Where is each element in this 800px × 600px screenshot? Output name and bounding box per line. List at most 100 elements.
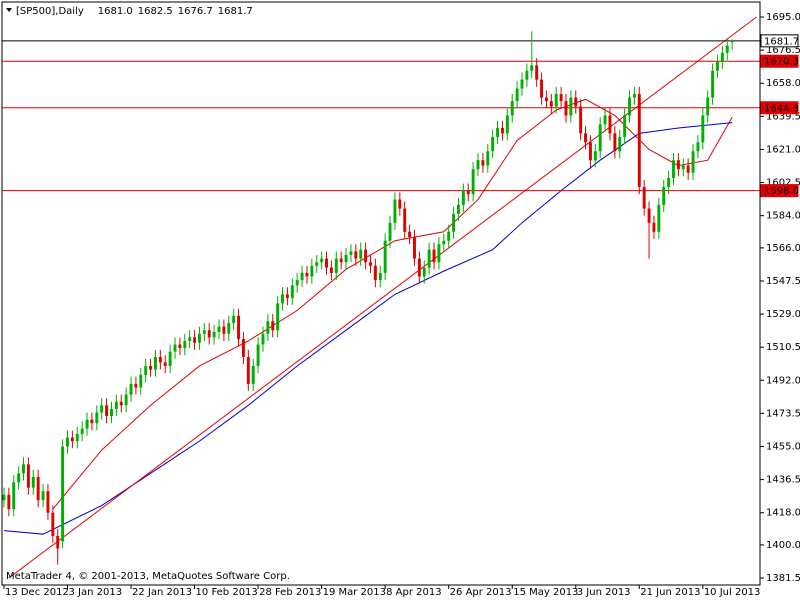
candle-body <box>295 280 299 286</box>
candle-body <box>114 401 118 409</box>
candle-body <box>334 258 338 273</box>
candle-body <box>701 115 705 143</box>
candle-body <box>667 178 671 188</box>
candle-body <box>481 160 485 166</box>
candle-body <box>90 419 94 424</box>
candle-body <box>95 412 99 424</box>
candle-body <box>603 115 607 125</box>
candle-body <box>222 326 226 334</box>
price-level-box <box>760 184 799 198</box>
candle-body <box>613 133 617 152</box>
candle-body <box>510 101 514 116</box>
y-tick-label: 1584.0 <box>766 211 800 222</box>
candle-body <box>706 97 710 116</box>
candle-body <box>163 362 167 366</box>
x-tick-label: 26 Apr 2013 <box>450 587 512 598</box>
candle-body <box>608 115 612 134</box>
candle-body <box>584 133 587 143</box>
candle-body <box>22 464 25 474</box>
candle-body <box>276 303 280 331</box>
candle-body <box>149 365 153 370</box>
candle-body <box>686 165 690 173</box>
candle-body <box>647 208 651 223</box>
price-level-box <box>760 54 799 68</box>
price-level-label: 1681.7 <box>764 36 799 47</box>
candle-body <box>388 222 392 241</box>
candle-body <box>456 204 460 214</box>
candle-body <box>515 88 519 102</box>
candle-body <box>427 249 431 268</box>
candle-body <box>315 262 319 266</box>
candle-body <box>447 231 451 241</box>
x-tick-label: 3 Jun 2013 <box>577 587 631 598</box>
candle-body <box>359 249 363 259</box>
candle-body <box>232 315 236 324</box>
candle-body <box>237 315 241 340</box>
candle-body <box>158 357 162 363</box>
x-tick-label: 28 Feb 2013 <box>259 587 321 598</box>
candle-body <box>461 190 465 205</box>
candle-body <box>193 337 197 343</box>
candle-body <box>535 65 539 80</box>
candle-body <box>369 262 372 266</box>
candle-body <box>246 357 250 384</box>
candle-body <box>569 97 573 116</box>
candle-body <box>378 272 382 281</box>
x-tick-label: 10 Feb 2013 <box>196 587 258 598</box>
candle-body <box>339 258 343 263</box>
candle-body <box>300 272 304 281</box>
y-tick-label: 1621.0 <box>766 144 800 155</box>
candle-body <box>657 204 661 232</box>
y-tick-label: 1510.5 <box>766 342 800 353</box>
candle-body <box>383 240 387 273</box>
candle-body <box>271 321 275 331</box>
y-tick-label: 1676.5 <box>766 45 800 56</box>
candle-body <box>393 199 397 223</box>
candle-body <box>241 339 245 358</box>
candle-body <box>251 365 255 384</box>
candle-body <box>134 383 138 388</box>
candle-body <box>588 142 592 161</box>
candle-body <box>525 70 529 80</box>
candle-body <box>290 285 294 298</box>
y-tick-label: 1547.5 <box>766 276 800 287</box>
menu-icon <box>6 8 12 12</box>
candle-body <box>325 258 328 268</box>
candle-body <box>178 344 182 349</box>
price-level-box <box>760 34 799 48</box>
candle-body <box>75 433 79 442</box>
candle-body <box>197 333 201 343</box>
candle-body <box>398 199 402 209</box>
candle-body <box>432 249 436 263</box>
candle-body <box>173 344 177 352</box>
candle-body <box>417 258 421 277</box>
candle-body <box>349 251 353 256</box>
candle-body <box>17 473 21 483</box>
candle-body <box>452 213 456 232</box>
candle-body <box>31 476 35 488</box>
candle-body <box>2 494 6 501</box>
y-tick-label: 1418.0 <box>766 508 800 519</box>
chart-title: [SP500],Daily <box>16 6 84 17</box>
candle-body <box>310 265 314 277</box>
trendline <box>8 16 757 579</box>
candle-body <box>530 65 534 71</box>
candle-body <box>564 101 568 116</box>
x-tick-label: 22 Jan 2013 <box>132 587 192 598</box>
title-values: 1681.0 1682.5 1676.7 1681.7 <box>98 6 253 17</box>
candle-body <box>642 187 646 209</box>
candle-body <box>51 512 55 536</box>
x-tick-label: 15 May 2013 <box>513 587 578 598</box>
candle-body <box>56 535 60 549</box>
candle-body <box>544 97 548 102</box>
candle-body <box>66 437 69 447</box>
candle-body <box>285 294 289 298</box>
candle-body <box>505 115 509 134</box>
y-tick-label: 1658.0 <box>766 78 800 89</box>
plot-area <box>2 16 760 579</box>
candle-body <box>144 365 148 375</box>
candle-body <box>422 267 426 277</box>
candle-body <box>227 323 231 334</box>
y-tick-label: 1492.0 <box>766 375 800 386</box>
